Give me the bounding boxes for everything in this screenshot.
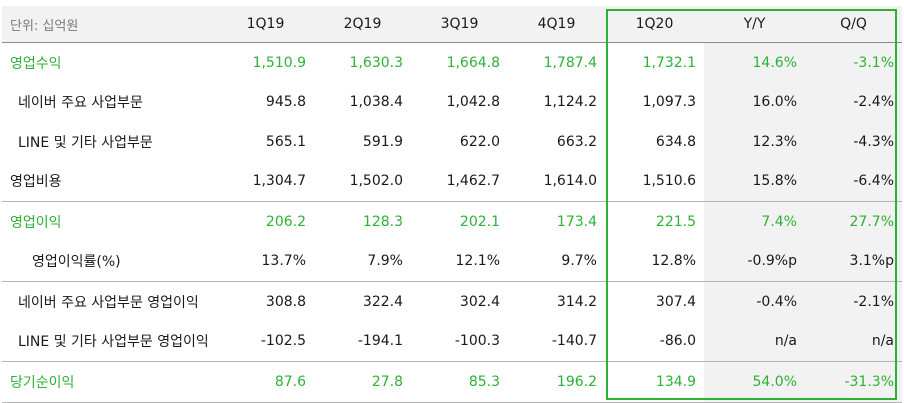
cell-yy: 54.0% [704, 361, 805, 403]
cell-2q19: 591.9 [362, 133, 403, 150]
row-label: 당기순이익 [2, 361, 217, 403]
cell-3q19: 12.1% [455, 253, 500, 270]
cell-3q19: 622.0 [459, 133, 500, 150]
cell-3q19: 1,664.8 [446, 54, 500, 71]
cell-1q19: 308.8 [217, 281, 314, 322]
row-label: 영업이익률(%) [32, 254, 121, 271]
cell-2q19: 1,038.4 [349, 94, 403, 111]
cell-qq: 27.7% [805, 201, 902, 242]
cell-1q19: 1,304.7 [252, 173, 306, 190]
column-header-qq: Q/Q [805, 6, 902, 43]
cell-3q19: -100.3 [454, 333, 500, 350]
row-label: 영업수익 [10, 55, 62, 72]
cell-yy: -0.9%p [704, 241, 805, 282]
cell-1q20: 1,510.6 [642, 173, 696, 190]
table-row-operating-margin: 영업이익률(%) 13.7% 7.9% 12.1% 9.7% 12.8% -0.… [2, 241, 902, 282]
column-header-1q19: 1Q19 [217, 6, 314, 43]
cell-qq: -6.4% [805, 161, 902, 202]
cell-1q19: 945.8 [265, 94, 306, 111]
header-row: 단위: 십억원 1Q19 2Q19 3Q19 4Q19 1Q20 Y/Y Q/Q [2, 6, 902, 43]
financial-summary-table: 단위: 십억원 1Q19 2Q19 3Q19 4Q19 1Q20 Y/Y Q/Q… [2, 6, 902, 403]
column-header-4q19: 4Q19 [508, 6, 605, 43]
cell-4q19: 1,614.0 [543, 173, 597, 190]
cell-3q19: 1,462.7 [446, 173, 500, 190]
table-row-naver-core-op-profit: 네이버 주요 사업부문 영업이익 308.8 322.4 302.4 314.2… [2, 281, 902, 322]
cell-4q19: 663.2 [556, 133, 597, 150]
cell-4q19: 196.2 [508, 361, 605, 403]
cell-2q19: 7.9% [367, 253, 403, 270]
cell-yy: 7.4% [704, 201, 805, 242]
table-row-naver-core-revenue: 네이버 주요 사업부문 945.8 1,038.4 1,042.8 1,124.… [2, 82, 902, 122]
cell-qq: -4.3% [805, 122, 902, 162]
cell-4q19: -140.7 [551, 333, 597, 350]
cell-qq: -2.1% [805, 281, 902, 322]
row-label: 영업이익 [2, 201, 217, 242]
cell-2q19: 128.3 [314, 201, 411, 242]
cell-yy: -0.4% [704, 281, 805, 322]
cell-3q19: 85.3 [411, 361, 508, 403]
cell-qq: n/a [805, 321, 902, 362]
row-label: LINE 및 기타 사업부문 영업이익 [18, 334, 209, 351]
column-header-yy: Y/Y [704, 6, 805, 43]
cell-1q19: 206.2 [217, 201, 314, 242]
cell-yy: 12.3% [704, 122, 805, 162]
cell-1q20: 634.8 [655, 133, 696, 150]
cell-2q19: 322.4 [314, 281, 411, 322]
table-row-operating-revenue: 영업수익 1,510.9 1,630.3 1,664.8 1,787.4 1,7… [2, 42, 902, 83]
cell-3q19: 1,042.8 [446, 94, 500, 111]
table-row-operating-profit: 영업이익 206.2 128.3 202.1 173.4 221.5 7.4% … [2, 201, 902, 242]
cell-1q20: 1,732.1 [642, 54, 696, 71]
cell-2q19: 1,630.3 [349, 54, 403, 71]
cell-3q19: 202.1 [411, 201, 508, 242]
cell-2q19: -194.1 [357, 333, 403, 350]
cell-qq: -3.1% [805, 42, 902, 83]
cell-1q20: 12.8% [651, 253, 696, 270]
cell-4q19: 1,124.2 [543, 94, 597, 111]
column-header-1q20: 1Q20 [605, 6, 704, 43]
cell-2q19: 27.8 [314, 361, 411, 403]
cell-4q19: 314.2 [508, 281, 605, 322]
table-row-operating-expenses: 영업비용 1,304.7 1,502.0 1,462.7 1,614.0 1,5… [2, 161, 902, 202]
cell-yy: 14.6% [704, 42, 805, 83]
cell-yy: 16.0% [704, 82, 805, 122]
cell-1q20: 134.9 [605, 361, 704, 403]
table-row-line-other-revenue: LINE 및 기타 사업부문 565.1 591.9 622.0 663.2 6… [2, 122, 902, 162]
cell-2q19: 1,502.0 [349, 173, 403, 190]
cell-1q20: 1,097.3 [642, 94, 696, 111]
row-label: 영업비용 [10, 174, 62, 191]
cell-qq: -31.3% [805, 361, 902, 403]
cell-1q20: -86.0 [659, 333, 696, 350]
unit-label: 단위: 십억원 [2, 6, 217, 43]
column-header-2q19: 2Q19 [314, 6, 411, 43]
cell-qq: 3.1%p [805, 241, 902, 282]
cell-1q20: 221.5 [605, 201, 704, 242]
cell-1q19: 13.7% [261, 253, 306, 270]
row-label: 네이버 주요 사업부문 [18, 95, 143, 112]
cell-1q20: 307.4 [605, 281, 704, 322]
cell-4q19: 1,787.4 [543, 54, 597, 71]
row-label: 네이버 주요 사업부문 영업이익 [2, 281, 217, 322]
cell-4q19: 9.7% [561, 253, 597, 270]
cell-3q19: 302.4 [411, 281, 508, 322]
table-row-net-income: 당기순이익 87.6 27.8 85.3 196.2 134.9 54.0% -… [2, 361, 902, 403]
cell-1q19: -102.5 [260, 333, 306, 350]
cell-1q19: 87.6 [217, 361, 314, 403]
cell-4q19: 173.4 [508, 201, 605, 242]
cell-1q19: 1,510.9 [252, 54, 306, 71]
cell-yy: 15.8% [704, 161, 805, 202]
cell-qq: -2.4% [805, 82, 902, 122]
cell-yy: n/a [704, 321, 805, 362]
table-row-line-other-op-profit: LINE 및 기타 사업부문 영업이익 -102.5 -194.1 -100.3… [2, 321, 902, 362]
row-label: LINE 및 기타 사업부문 [18, 134, 153, 151]
cell-1q19: 565.1 [265, 133, 306, 150]
column-header-3q19: 3Q19 [411, 6, 508, 43]
